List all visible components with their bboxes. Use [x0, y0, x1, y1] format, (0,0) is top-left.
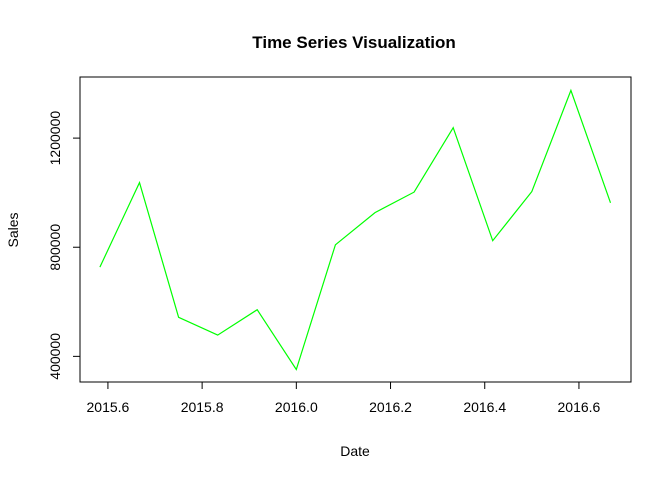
- x-axis-label: Date: [340, 443, 370, 459]
- x-axis: 2015.6 2015.8 2016.0 2016.2 2016.4 2016.6: [87, 382, 601, 415]
- x-tick-label: 2016.4: [463, 399, 506, 415]
- chart-title: Time Series Visualization: [252, 33, 455, 52]
- y-tick-label: 800000: [47, 224, 63, 271]
- y-axis-label: Sales: [5, 212, 21, 247]
- sales-series-line: [99, 88, 612, 371]
- x-tick-label: 2016.0: [275, 399, 318, 415]
- plot-frame: [79, 76, 632, 383]
- x-tick-label: 2015.6: [87, 399, 130, 415]
- x-tick-label: 2016.6: [558, 399, 601, 415]
- y-tick-label: 400000: [47, 333, 63, 380]
- y-axis: 400000 800000 1200000: [47, 111, 80, 380]
- y-tick-label: 1200000: [47, 111, 63, 166]
- x-tick-label: 2016.2: [369, 399, 412, 415]
- x-tick-label: 2015.8: [181, 399, 224, 415]
